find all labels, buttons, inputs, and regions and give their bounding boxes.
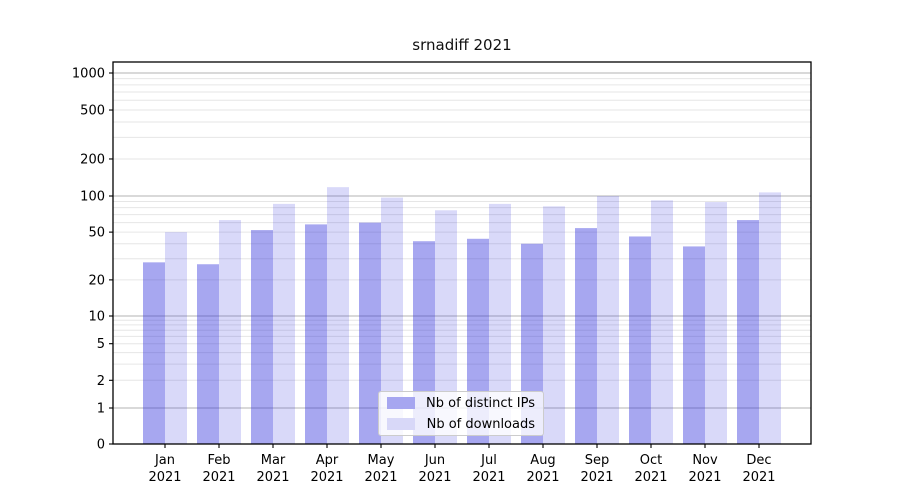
x-tick-label-year-sep: 2021 <box>580 470 613 485</box>
x-tick-label-month-jul: Jul <box>480 453 497 468</box>
bar-distinct-ips-may <box>359 222 381 444</box>
x-tick-label-month-jan: Jan <box>154 453 175 468</box>
y-tick-label-2: 2 <box>97 374 105 389</box>
bar-downloads-mar <box>273 203 295 444</box>
x-tick-label-month-sep: Sep <box>585 453 610 468</box>
x-tick-label-year-dec: 2021 <box>742 470 775 485</box>
bar-downloads-sep <box>597 196 619 444</box>
x-tick-label-year-jun: 2021 <box>418 470 451 485</box>
x-tick-label-year-apr: 2021 <box>310 470 343 485</box>
legend-swatch-downloads <box>387 418 415 430</box>
legend-label-downloads: Nb of downloads <box>426 416 535 432</box>
x-tick-label-month-apr: Apr <box>316 453 339 468</box>
x-tick-label-year-nov: 2021 <box>688 470 721 485</box>
x-tick-label-year-jan: 2021 <box>148 470 181 485</box>
x-tick-label-month-jun: Jun <box>424 453 445 468</box>
y-tick-label-5: 5 <box>97 337 105 352</box>
y-tick-label-10: 10 <box>88 310 105 325</box>
chart-title: srnadiff 2021 <box>412 36 512 54</box>
legend-label-distinct-ips: Nb of distinct IPs <box>426 395 535 411</box>
x-tick-label-month-may: May <box>368 453 395 468</box>
legend-swatch-distinct-ips <box>387 397 415 409</box>
bar-distinct-ips-oct <box>629 236 651 444</box>
x-tick-label-month-feb: Feb <box>207 453 230 468</box>
x-tick-label-month-mar: Mar <box>261 453 286 468</box>
legend-item-distinct-ips: Nb of distinct IPs <box>387 396 535 411</box>
x-tick-label-year-may: 2021 <box>364 470 397 485</box>
y-tick-label-100: 100 <box>80 190 105 205</box>
bar-distinct-ips-sep <box>575 228 597 444</box>
bar-downloads-jan <box>165 232 187 444</box>
bar-distinct-ips-dec <box>737 220 759 444</box>
y-tick-label-1: 1 <box>97 402 105 417</box>
x-tick-label-year-jul: 2021 <box>472 470 505 485</box>
x-tick-label-year-feb: 2021 <box>202 470 235 485</box>
x-tick-label-month-dec: Dec <box>746 453 771 468</box>
bar-downloads-jun <box>435 210 457 444</box>
y-tick-label-0: 0 <box>97 438 105 453</box>
bar-downloads-nov <box>705 202 727 444</box>
legend: Nb of distinct IPs Nb of downloads <box>378 391 544 436</box>
x-tick-label-year-mar: 2021 <box>256 470 289 485</box>
axes-frame <box>112 61 812 445</box>
bar-distinct-ips-feb <box>197 264 219 444</box>
bar-distinct-ips-nov <box>683 246 705 444</box>
bar-distinct-ips-apr <box>305 224 327 444</box>
bar-distinct-ips-mar <box>251 230 273 444</box>
y-tick-label-200: 200 <box>80 152 105 167</box>
bar-downloads-oct <box>651 200 673 444</box>
x-tick-label-year-oct: 2021 <box>634 470 667 485</box>
bar-downloads-aug <box>543 206 565 444</box>
y-tick-label-20: 20 <box>88 273 105 288</box>
bar-downloads-feb <box>219 220 241 444</box>
x-tick-label-year-aug: 2021 <box>526 470 559 485</box>
bar-downloads-dec <box>759 192 781 444</box>
x-tick-label-month-aug: Aug <box>530 453 555 468</box>
x-tick-label-month-oct: Oct <box>640 453 662 468</box>
y-tick-label-500: 500 <box>80 104 105 119</box>
bar-downloads-may <box>381 197 403 444</box>
y-tick-label-50: 50 <box>88 226 105 241</box>
x-tick-label-month-nov: Nov <box>692 453 718 468</box>
bar-downloads-apr <box>327 187 349 444</box>
bar-downloads-jul <box>489 203 511 444</box>
legend-item-downloads: Nb of downloads <box>387 417 535 432</box>
bar-distinct-ips-jan <box>143 262 165 444</box>
y-tick-label-1000: 1000 <box>72 67 105 82</box>
